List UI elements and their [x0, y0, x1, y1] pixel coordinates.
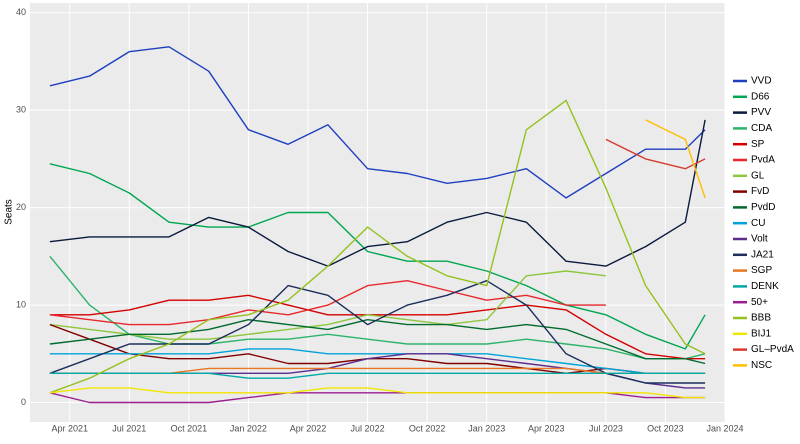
series-line — [49, 372, 706, 379]
legend-label: CDA — [751, 123, 772, 134]
series-line — [49, 392, 706, 404]
legend-label: DENK — [751, 281, 779, 292]
x-tick-label: Oct 2021 — [171, 423, 208, 433]
legend-label: SP — [751, 139, 765, 150]
x-tick-label: Apr 2022 — [290, 423, 327, 433]
x-tick-label: Oct 2022 — [409, 423, 446, 433]
series-line — [49, 280, 706, 384]
legend-label: JA21 — [751, 249, 774, 260]
legend-label: NSC — [751, 360, 772, 371]
legend-label: GL–PvdA — [751, 344, 794, 355]
series-line — [49, 387, 706, 399]
legend-label: FvD — [751, 186, 769, 197]
legend-label: Volt — [751, 234, 768, 245]
legend-label: CU — [751, 218, 765, 229]
x-tick-label: Jan 2024 — [706, 423, 743, 433]
series-line — [645, 119, 706, 199]
series-line — [49, 163, 706, 350]
x-tick-label: Jul 2023 — [589, 423, 623, 433]
legend-label: VVD — [751, 76, 772, 87]
series-line — [49, 255, 706, 360]
y-axis-label: Seats — [4, 199, 15, 225]
y-tick-label: 10 — [16, 299, 26, 309]
legend-label: PvdA — [751, 155, 775, 166]
series-line — [49, 46, 706, 199]
y-tick-label: 0 — [21, 397, 26, 407]
x-tick-label: Apr 2023 — [528, 423, 565, 433]
legend-label: 50+ — [751, 297, 768, 308]
series-line — [605, 138, 706, 170]
series-line — [49, 270, 606, 340]
series-line — [49, 99, 706, 394]
series-line — [49, 319, 706, 365]
x-tick-label: Jan 2023 — [468, 423, 505, 433]
legend-label: D66 — [751, 91, 770, 102]
legend-label: GL — [751, 170, 765, 181]
legend-label: SGP — [751, 265, 772, 276]
x-tick-label: Oct 2023 — [647, 423, 684, 433]
x-tick-label: Jan 2022 — [230, 423, 267, 433]
legend: VVD D66 PVV CDA SP PvdA GL FvD PvdD CU Volt JA21 SGP… — [733, 76, 794, 371]
legend-label: PVV — [751, 107, 771, 118]
x-tick-label: Jul 2022 — [351, 423, 385, 433]
series-line — [49, 348, 706, 374]
x-tick-label: Jul 2021 — [112, 423, 146, 433]
legend-label: BIJ1 — [751, 328, 771, 339]
x-tick-label: Apr 2021 — [51, 423, 88, 433]
y-tick-label: 30 — [16, 105, 26, 115]
legend-label: BBB — [751, 313, 771, 324]
series-line — [49, 119, 706, 267]
y-tick-label: 20 — [16, 202, 26, 212]
y-tick-label: 40 — [16, 7, 26, 17]
legend-label: PvdD — [751, 202, 775, 213]
